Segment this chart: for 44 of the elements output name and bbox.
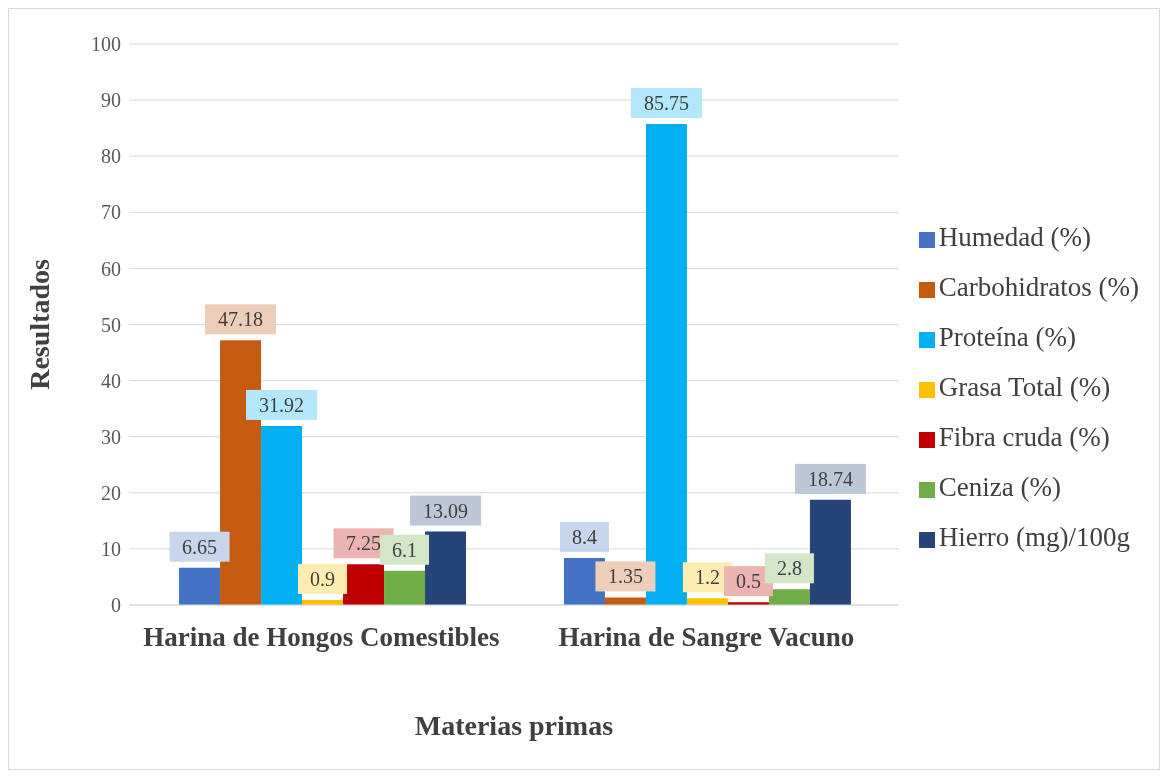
legend-label: Fibra cruda (%) (938, 422, 1110, 452)
data-label: 13.09 (423, 499, 469, 522)
data-label: 8.4 (571, 525, 597, 548)
data-label: 1.35 (607, 565, 643, 588)
data-label: 18.74 (807, 467, 853, 490)
data-label: 2.8 (776, 557, 802, 580)
legend-label: Proteína (%) (938, 322, 1076, 352)
bar (384, 570, 426, 605)
y-tick-label: 60 (101, 257, 121, 280)
y-tick-label: 100 (91, 33, 121, 56)
bar (261, 425, 303, 605)
data-label: 6.1 (392, 538, 418, 561)
bar (179, 567, 221, 605)
y-tick-label: 80 (101, 145, 121, 168)
data-label: 0.5 (735, 570, 761, 593)
x-tick-label: Harina de Sangre Vacuno (558, 622, 855, 653)
y-tick-label: 0 (111, 594, 121, 617)
legend-label: Carbohidratos (%) (938, 272, 1139, 302)
bar (604, 597, 646, 605)
bar (220, 340, 262, 605)
data-label: 85.75 (643, 91, 689, 114)
y-axis-title: Resultados (23, 259, 55, 390)
data-label: 1.2 (694, 566, 720, 589)
y-tick-label: 70 (101, 201, 121, 224)
y-tick-label: 30 (101, 425, 121, 448)
data-label: 7.25 (346, 532, 382, 555)
bar (425, 531, 467, 605)
bar (645, 123, 687, 605)
x-tick-label: Harina de Hongos Comestibles (143, 622, 500, 653)
legend-label: Humedad (%) (938, 222, 1091, 252)
data-label: 6.65 (182, 535, 218, 558)
y-tick-label: 50 (101, 313, 121, 336)
x-axis-title: Materias primas (414, 710, 614, 741)
y-tick-label: 20 (101, 481, 121, 504)
bar (809, 499, 851, 605)
legend-label: Ceniza (%) (938, 472, 1061, 502)
y-tick-label: 90 (101, 89, 121, 112)
legend-label: Hierro (mg)/100g (938, 522, 1130, 552)
y-tick-label: 40 (101, 369, 121, 392)
data-label: 47.18 (218, 308, 264, 331)
data-label: 0.9 (310, 567, 336, 590)
legend-label: Grasa Total (%) (938, 372, 1111, 402)
y-tick-label: 10 (101, 538, 121, 560)
data-label: 31.92 (259, 393, 305, 416)
